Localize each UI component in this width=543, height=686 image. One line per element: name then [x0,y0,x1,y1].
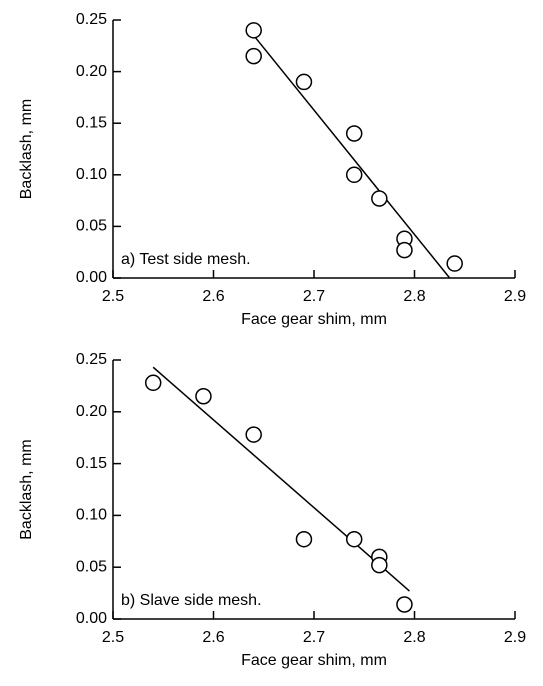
x-tick-label: 2.6 [202,288,224,305]
data-point [144,374,162,392]
y-tick-label: 0.05 [76,218,107,235]
y-tick-label: 0.15 [76,455,107,472]
data-point [345,530,363,548]
annotation: a) Test side mesh. [121,251,251,268]
data-point [245,47,262,65]
data-point [195,388,212,405]
x-axis-title: Face gear shim, mm [241,311,387,328]
y-tick-label: 0.00 [76,610,107,627]
x-tick-label: 2.6 [202,629,224,646]
y-tick-label: 0.10 [76,507,107,524]
x-tick-label: 2.9 [504,629,526,646]
x-tick-label: 2.7 [303,629,325,646]
y-axis-title: Backlash, mm [18,99,35,199]
x-tick-label: 2.8 [403,288,425,305]
y-axis-title: Backlash, mm [18,439,35,539]
data-point [396,241,413,259]
y-tick-label: 0.00 [76,269,107,286]
y-tick-label: 0.05 [76,558,107,575]
y-tick-label: 0.10 [76,166,107,183]
x-tick-label: 2.5 [102,629,124,646]
data-point [295,73,313,91]
fit-line [253,35,451,279]
y-tick-label: 0.25 [76,11,107,28]
x-tick-label: 2.9 [504,288,526,305]
data-point [345,125,363,142]
y-tick-label: 0.15 [76,114,107,131]
data-point [396,596,413,613]
x-tick-label: 2.7 [303,288,325,305]
data-point [371,556,388,574]
y-tick-label: 0.25 [76,351,107,368]
data-point [446,255,463,272]
data-point [345,166,363,184]
data-point [245,22,262,39]
data-point [245,426,262,443]
annotation: b) Slave side mesh. [121,592,262,609]
y-tick-label: 0.20 [76,403,107,420]
data-point [371,190,388,207]
data-point [295,530,313,548]
y-tick-label: 0.20 [76,63,107,80]
fit-line [152,366,410,592]
x-tick-label: 2.8 [403,629,425,646]
x-tick-label: 2.5 [102,288,124,305]
x-axis-title: Face gear shim, mm [241,652,387,669]
